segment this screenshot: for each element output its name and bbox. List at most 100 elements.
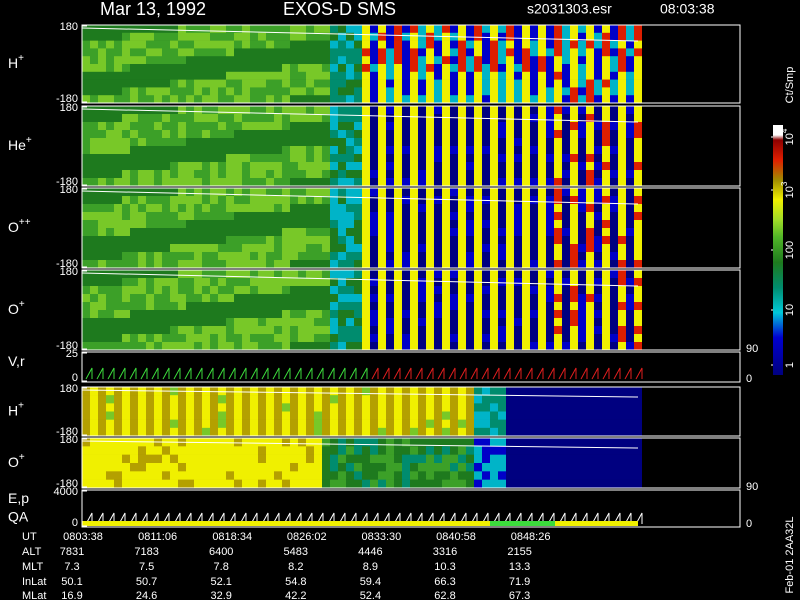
spectrogram-cell	[146, 212, 154, 221]
spectrogram-cell	[98, 395, 106, 404]
spectrogram-cell	[170, 138, 178, 147]
spectrogram-cell	[170, 106, 178, 115]
spectrogram-cell	[626, 454, 634, 464]
spectrogram-cell	[586, 32, 594, 41]
spectrogram-cell	[362, 419, 370, 429]
spectrogram-cell	[178, 479, 186, 489]
spectrogram-cell	[602, 236, 610, 245]
spectrogram-cell	[386, 71, 394, 80]
spectrogram-cell	[90, 463, 98, 472]
spectrogram-cell	[338, 146, 346, 155]
spectrogram-cell	[210, 342, 218, 351]
spectrogram-cell	[570, 122, 578, 131]
spectrogram-cell	[426, 260, 434, 269]
spectrogram-cell	[130, 471, 138, 480]
spectrogram-cell	[322, 387, 330, 396]
spectrogram-cell	[578, 294, 586, 303]
spectrogram-cell	[402, 260, 410, 269]
spectrogram-cell	[122, 463, 130, 472]
spectrogram-cell	[298, 446, 306, 455]
spectrogram-cell	[298, 40, 306, 49]
spectrogram-cell	[194, 106, 202, 115]
spectrogram-cell	[442, 387, 450, 396]
spectrogram-cell	[298, 387, 306, 396]
panel-frame	[81, 489, 741, 528]
spectrogram-cell	[250, 79, 258, 88]
spectrogram-cell	[378, 162, 386, 171]
spectrogram-cell	[418, 130, 426, 139]
spectrogram-cell	[578, 71, 586, 80]
y-tick-label: 180	[60, 184, 78, 196]
spectrogram-cell	[282, 154, 290, 163]
spectrogram-cell	[154, 419, 162, 429]
spectrogram-cell	[122, 220, 130, 229]
spectrogram-cell	[354, 294, 362, 303]
spectrogram-cell	[594, 342, 602, 351]
spectrogram-cell	[346, 228, 354, 237]
spectrogram-cell	[298, 419, 306, 429]
spectrogram-cell	[370, 278, 378, 287]
spectrogram-cell	[218, 403, 226, 412]
spectrogram-cell	[506, 87, 514, 96]
spectrogram-cell	[418, 178, 426, 187]
spectrogram-cell	[306, 244, 314, 253]
spectrogram-cell	[450, 334, 458, 343]
spectrogram-cell	[226, 71, 234, 80]
spectrogram-cell	[386, 260, 394, 269]
spectrogram-cell	[602, 427, 610, 437]
spectrogram-cell	[162, 162, 170, 171]
spectrogram-cell	[410, 32, 418, 41]
spectrogram-cell	[578, 318, 586, 327]
spectrogram-cell	[570, 170, 578, 179]
spectrogram-cell	[498, 48, 506, 57]
spectrogram-cell	[290, 56, 298, 65]
spectrogram-cell	[266, 427, 274, 437]
spectrogram-cell	[114, 178, 122, 187]
spectrogram-cell	[578, 479, 586, 489]
spectrogram-cell	[346, 342, 354, 351]
spectrogram-cell	[170, 212, 178, 221]
spectrogram-cell	[202, 395, 210, 404]
spectrogram-cell	[562, 170, 570, 179]
spectrogram-cell	[266, 188, 274, 197]
spectrogram-cell	[578, 438, 586, 447]
spectrogram-cell	[330, 318, 338, 327]
spectrogram-cell	[130, 334, 138, 343]
spectrogram-cell	[314, 454, 322, 464]
spectrogram-cell	[130, 40, 138, 49]
spectrogram-cell	[442, 178, 450, 187]
spectrogram-cell	[82, 204, 90, 213]
spectrogram-cell	[178, 170, 186, 179]
spectrogram-cell	[330, 79, 338, 88]
spectrogram-cell	[426, 95, 434, 104]
spectrogram-cell	[410, 188, 418, 197]
spectrogram-cell	[122, 278, 130, 287]
spectrogram-cell	[514, 260, 522, 269]
spectrogram-cell	[218, 188, 226, 197]
spectrogram-cell	[338, 427, 346, 437]
spectrogram-cell	[562, 326, 570, 335]
spectrogram-cell	[442, 170, 450, 179]
spectrogram-cell	[458, 270, 466, 279]
spectrogram-cell	[418, 106, 426, 115]
spectrogram-cell	[370, 204, 378, 213]
spectrogram-cell	[162, 87, 170, 96]
spectrogram-cell	[506, 178, 514, 187]
spectrogram-cell	[594, 403, 602, 412]
spectrogram-cell	[82, 463, 90, 472]
spectrogram-cell	[482, 32, 490, 41]
spectrogram-cell	[418, 334, 426, 343]
spectrogram-cell	[106, 212, 114, 221]
spectrogram-cell	[394, 228, 402, 237]
spectrogram-cell	[346, 87, 354, 96]
spectrogram-cell	[258, 212, 266, 221]
spectrogram-cell	[530, 278, 538, 287]
spectrogram-cell	[234, 479, 242, 489]
spectrogram-cell	[226, 471, 234, 480]
spectrogram-cell	[210, 48, 218, 57]
spectrogram-cell	[434, 162, 442, 171]
spectrogram-cell	[338, 342, 346, 351]
spectrogram-cell	[354, 270, 362, 279]
spectrogram-cell	[138, 334, 146, 343]
spectrogram-cell	[410, 387, 418, 396]
